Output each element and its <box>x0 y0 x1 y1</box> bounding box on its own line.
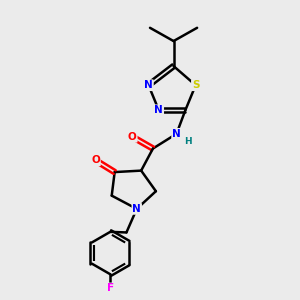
Text: N: N <box>154 105 163 115</box>
Text: O: O <box>128 132 137 142</box>
Text: H: H <box>184 137 192 146</box>
Text: O: O <box>91 155 100 165</box>
Text: N: N <box>132 204 141 214</box>
Text: N: N <box>172 129 181 139</box>
Text: N: N <box>144 80 153 90</box>
Text: F: F <box>107 284 114 293</box>
Text: S: S <box>192 80 200 90</box>
